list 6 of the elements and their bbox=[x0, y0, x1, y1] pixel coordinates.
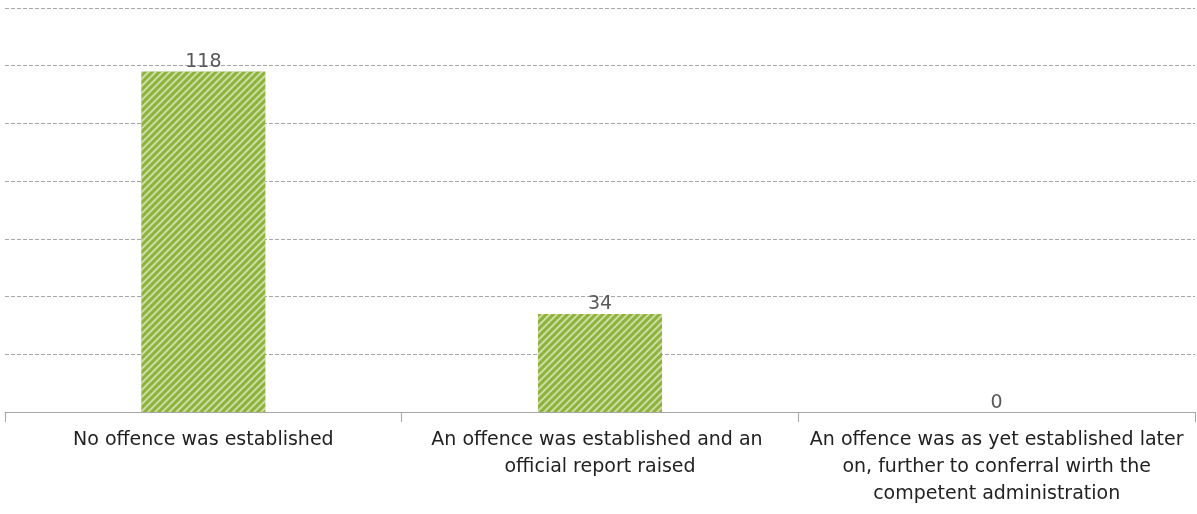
data-label: 0 bbox=[990, 389, 1003, 412]
data-label: 34 bbox=[587, 291, 613, 314]
data-label: 118 bbox=[185, 48, 222, 71]
x-tick-label: No offence was established bbox=[73, 426, 334, 449]
x-tick-label: An offence was as yet established later on, further to conferral wirth the competent administration bbox=[809, 426, 1184, 503]
x-tick-label: An offence was established and an official report raised bbox=[431, 426, 769, 476]
